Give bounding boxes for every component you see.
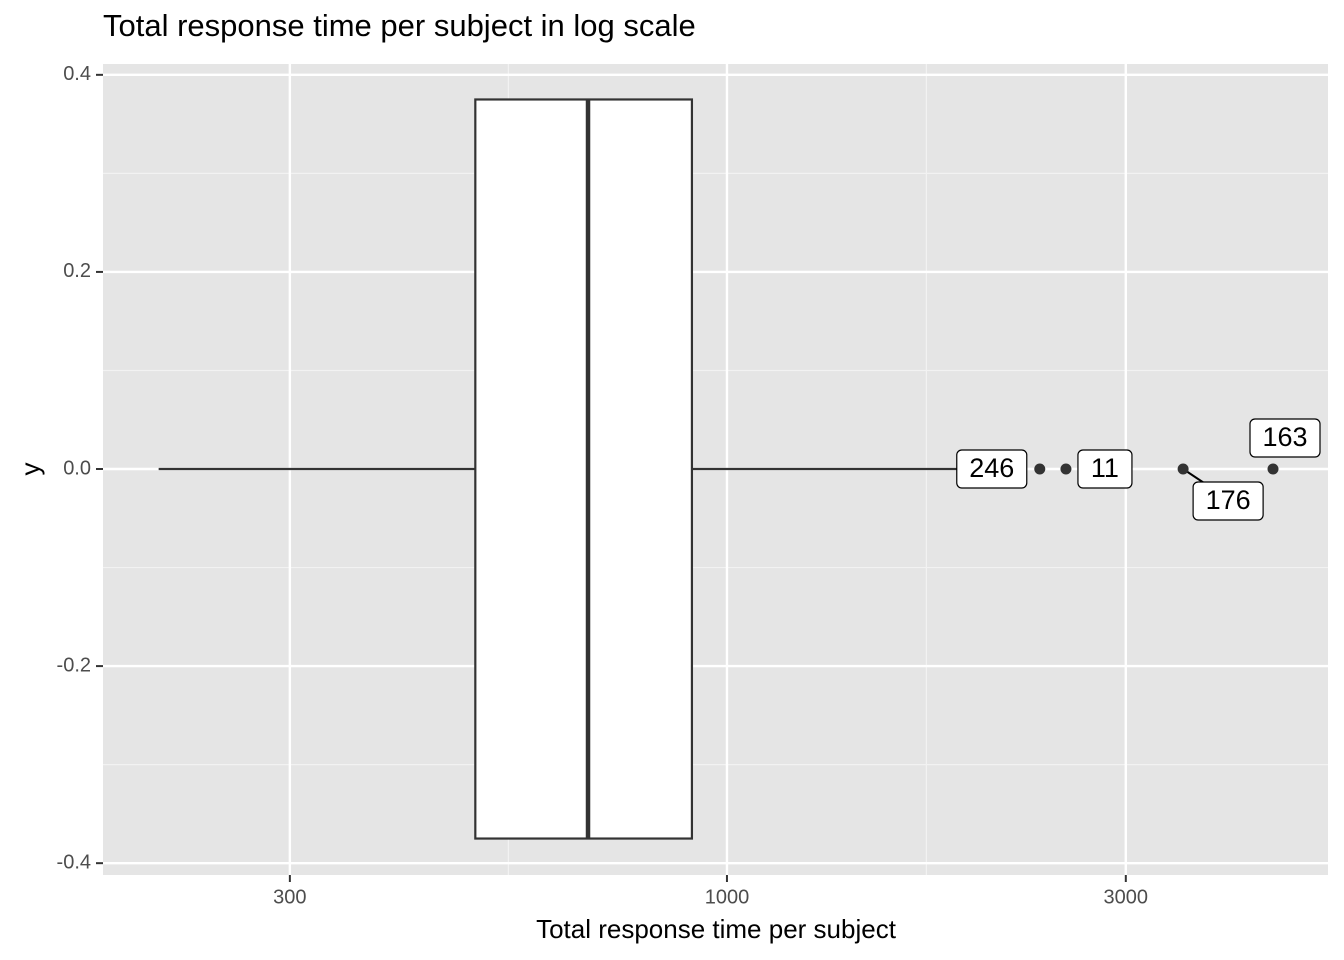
outlier bbox=[1060, 463, 1072, 475]
outlier bbox=[1034, 463, 1046, 475]
outlier-label: 11 bbox=[1091, 453, 1119, 483]
x-axis-title: Total response time per subject bbox=[536, 914, 897, 944]
chart-title: Total response time per subject in log s… bbox=[103, 8, 696, 43]
label-box bbox=[1077, 449, 1133, 489]
outlier-label: 163 bbox=[1262, 422, 1307, 452]
x-tick-label: 3000 bbox=[1104, 886, 1149, 908]
label-box bbox=[956, 449, 1028, 489]
label-box bbox=[1192, 481, 1264, 521]
x-tick-label: 1000 bbox=[705, 886, 750, 908]
y-axis-title: y bbox=[15, 463, 45, 476]
outlier-label: 176 bbox=[1206, 485, 1251, 515]
y-tick-label: 0.0 bbox=[63, 457, 91, 479]
box bbox=[474, 98, 694, 840]
y-tick-label: -0.4 bbox=[57, 851, 91, 873]
outlier bbox=[1177, 463, 1189, 475]
x-tick-label: 300 bbox=[273, 886, 306, 908]
outlier-label: 246 bbox=[969, 453, 1014, 483]
label-box bbox=[1249, 418, 1321, 458]
y-tick-label: 0.4 bbox=[63, 63, 91, 85]
outlier bbox=[1267, 463, 1279, 475]
y-tick-label: -0.2 bbox=[57, 654, 91, 676]
y-tick-label: 0.2 bbox=[63, 260, 91, 282]
